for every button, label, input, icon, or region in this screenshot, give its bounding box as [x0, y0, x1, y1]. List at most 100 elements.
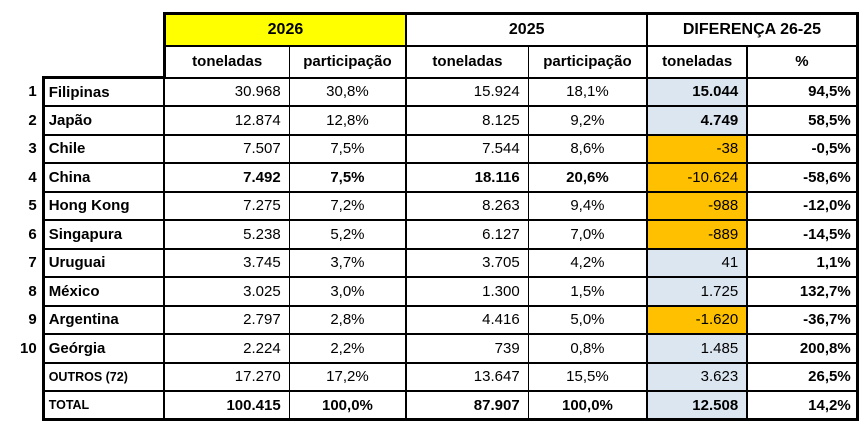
row-rank: 6: [28, 225, 37, 243]
cell-toneladas-2026: 12.874: [164, 106, 290, 136]
cell-toneladas-dif: 41: [647, 248, 749, 278]
sub-header-row: toneladas participação toneladas partici…: [20, 45, 859, 79]
row-rank: 8: [28, 282, 37, 300]
cell-participacao-2026: 7,5%: [289, 163, 408, 193]
cell-toneladas-dif: -889: [647, 220, 749, 250]
table-row: OUTROS (72) 17.270 17,2% 13.647 15,5% 3.…: [20, 362, 859, 392]
corner-spacer: [20, 14, 43, 46]
cell-toneladas-2025: 8.125: [406, 106, 529, 136]
cell-toneladas-2026: 100.415: [164, 391, 290, 421]
cell-participacao-2025: 15,5%: [528, 362, 649, 392]
cell-toneladas-dif: 12.508: [647, 391, 749, 421]
cell-toneladas-2025: 13.647: [406, 362, 529, 392]
table-row: 9 Argentina 2.797 2,8% 4.416 5,0% -1.620…: [20, 305, 859, 335]
cell-toneladas-2026: 2.797: [164, 305, 290, 335]
subheader-participacao-2025: participação: [528, 45, 649, 79]
cell-toneladas-2026: 30.968: [164, 77, 290, 107]
subheader-toneladas-2026: toneladas: [162, 45, 290, 79]
row-rank: 1: [28, 83, 37, 101]
cell-toneladas-2025: 6.127: [406, 220, 529, 250]
cell-participacao-2026: 3,7%: [289, 248, 408, 278]
row-country: Chile: [41, 134, 166, 164]
cell-toneladas-2025: 15.924: [406, 77, 529, 107]
cell-percent-dif: 26,5%: [747, 362, 859, 392]
header-2026: 2026: [162, 12, 408, 47]
cell-toneladas-dif: -10.624: [647, 163, 749, 193]
table-row: 10 Geórgia 2.224 2,2% 739 0,8% 1.485 200…: [20, 334, 859, 364]
row-country: OUTROS (72): [41, 362, 166, 392]
row-country: Japão: [41, 106, 166, 136]
table-row: 1 Filipinas 30.968 30,8% 15.924 18,1% 15…: [20, 76, 859, 107]
cell-participacao-2025: 9,4%: [528, 191, 649, 221]
table-row: 2 Japão 12.874 12,8% 8.125 9,2% 4.749 58…: [20, 106, 859, 136]
row-country: Hong Kong: [41, 191, 166, 221]
cell-participacao-2026: 100,0%: [289, 391, 408, 421]
cell-toneladas-2026: 3.025: [164, 277, 290, 307]
cell-participacao-2025: 18,1%: [528, 77, 649, 107]
cell-percent-dif: -12,0%: [747, 191, 859, 221]
cell-percent-dif: 94,5%: [747, 77, 859, 107]
cell-participacao-2026: 7,5%: [289, 134, 408, 164]
cell-participacao-2025: 5,0%: [528, 305, 649, 335]
table-row: 4 China 7.492 7,5% 18.116 20,6% -10.624 …: [20, 163, 859, 193]
cell-toneladas-2025: 87.907: [406, 391, 529, 421]
cell-toneladas-2025: 7.544: [406, 134, 529, 164]
header-diferenca: DIFERENÇA 26-25: [647, 12, 859, 47]
cell-participacao-2026: 30,8%: [289, 77, 408, 107]
cell-toneladas-dif: 3.623: [647, 362, 749, 392]
cell-toneladas-2026: 5.238: [164, 220, 290, 250]
row-country: Geórgia: [41, 334, 166, 364]
row-rank: 9: [28, 311, 37, 329]
cell-toneladas-dif: 1.725: [647, 277, 749, 307]
cell-toneladas-dif: -988: [647, 191, 749, 221]
cell-participacao-2025: 20,6%: [528, 163, 649, 193]
cell-toneladas-dif: -1.620: [647, 305, 749, 335]
cell-toneladas-dif: 1.485: [647, 334, 749, 364]
subheader-percent-dif: %: [747, 45, 859, 79]
cell-percent-dif: -36,7%: [747, 305, 859, 335]
row-rank: 10: [20, 339, 37, 357]
cell-toneladas-2026: 17.270: [164, 362, 290, 392]
cell-participacao-2025: 1,5%: [528, 277, 649, 307]
cell-toneladas-2026: 3.745: [164, 248, 290, 278]
table-row: 6 Singapura 5.238 5,2% 6.127 7,0% -889 -…: [20, 220, 859, 250]
cell-participacao-2026: 3,0%: [289, 277, 408, 307]
row-rank: 7: [28, 254, 37, 272]
cell-toneladas-dif: 4.749: [647, 106, 749, 136]
table-row: TOTAL 100.415 100,0% 87.907 100,0% 12.50…: [20, 391, 859, 421]
cell-participacao-2026: 7,2%: [289, 191, 408, 221]
row-country: Argentina: [41, 305, 166, 335]
cell-participacao-2025: 4,2%: [528, 248, 649, 278]
cell-toneladas-2026: 7.275: [164, 191, 290, 221]
cell-percent-dif: 200,8%: [747, 334, 859, 364]
table-row: 3 Chile 7.507 7,5% 7.544 8,6% -38 -0,5%: [20, 134, 859, 164]
cell-percent-dif: -58,6%: [747, 163, 859, 193]
row-country: China: [41, 163, 166, 193]
row-rank: 2: [28, 111, 37, 129]
country-header-spacer: [43, 14, 164, 46]
cell-participacao-2026: 12,8%: [289, 106, 408, 136]
subheader-toneladas-2025: toneladas: [406, 45, 529, 79]
year-header-row: 2026 2025 DIFERENÇA 26-25: [20, 12, 859, 47]
cell-toneladas-2026: 2.224: [164, 334, 290, 364]
cell-participacao-2025: 100,0%: [528, 391, 649, 421]
cell-participacao-2026: 17,2%: [289, 362, 408, 392]
row-country: México: [41, 277, 166, 307]
row-country: Uruguai: [41, 248, 166, 278]
cell-percent-dif: 58,5%: [747, 106, 859, 136]
cell-participacao-2026: 2,8%: [289, 305, 408, 335]
cell-toneladas-2026: 7.492: [164, 163, 290, 193]
cell-percent-dif: 14,2%: [747, 391, 859, 421]
country-tonnage-table: 2026 2025 DIFERENÇA 26-25 toneladas part…: [20, 12, 859, 421]
header-2025: 2025: [406, 12, 649, 47]
cell-toneladas-2025: 4.416: [406, 305, 529, 335]
subheader-participacao-2026: participação: [289, 45, 408, 79]
cell-participacao-2025: 7,0%: [528, 220, 649, 250]
cell-toneladas-dif: 15.044: [647, 77, 749, 107]
cell-percent-dif: 132,7%: [747, 277, 859, 307]
cell-toneladas-2025: 739: [406, 334, 529, 364]
row-rank: 3: [28, 140, 37, 158]
row-rank: 5: [28, 197, 37, 215]
table-row: 7 Uruguai 3.745 3,7% 3.705 4,2% 41 1,1%: [20, 248, 859, 278]
cell-toneladas-2025: 1.300: [406, 277, 529, 307]
